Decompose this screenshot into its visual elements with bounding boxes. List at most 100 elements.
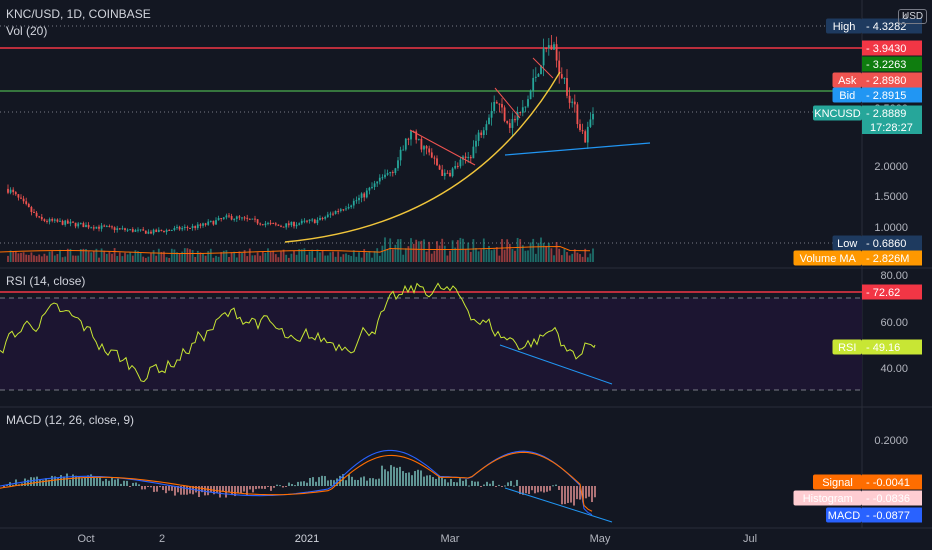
volume-bar (456, 240, 459, 262)
macd-histogram-bar (258, 486, 260, 489)
macd-histogram-bar (294, 485, 296, 487)
candle-body (350, 205, 353, 207)
volume-bar (451, 240, 454, 262)
volume-bar (204, 255, 207, 262)
volume-bar (511, 249, 514, 262)
volume-bar (524, 250, 527, 262)
volume-bar (339, 256, 342, 262)
macd-histogram-bar (408, 472, 410, 486)
macd-histogram-bar (546, 486, 548, 492)
candle-body (514, 119, 516, 121)
macd-histogram-bar (576, 486, 578, 500)
candle-body (352, 200, 355, 206)
macd-histogram-bar (399, 466, 401, 486)
macd-histogram-bar (39, 479, 41, 486)
candle-body (300, 220, 303, 224)
countdown-timer: 17:28:27 (870, 122, 913, 134)
volume-bar (371, 257, 373, 262)
volume-bar (545, 245, 548, 262)
candle-body (157, 229, 160, 232)
candle-body (579, 124, 581, 131)
volume-bar (254, 255, 256, 262)
macd-histogram-bar (447, 482, 449, 486)
volume-bar (126, 254, 129, 262)
macd-histogram-bar (591, 486, 593, 503)
macd-histogram-bar (441, 476, 443, 486)
currency-badge[interactable]: USD (898, 9, 928, 24)
candle-body (168, 229, 171, 231)
volume-bar (207, 251, 210, 262)
volume-bar (293, 250, 295, 262)
macd-histogram-bar (492, 480, 494, 486)
candle-body (183, 226, 186, 229)
candle-body (35, 212, 38, 217)
volume-bar (27, 255, 30, 262)
volume-bar (87, 251, 90, 262)
candle-body (386, 173, 389, 175)
macd-histogram-bar (303, 481, 305, 486)
candle-body (165, 229, 168, 232)
volume-bar (111, 253, 113, 262)
rsi-indicator-label: RSI (14, close) (6, 274, 86, 288)
macd-histogram-bar (108, 480, 110, 486)
volume-bar (462, 238, 464, 262)
candle-body (69, 221, 72, 224)
volume-bar (79, 249, 82, 262)
candle-body (397, 160, 399, 169)
volume-bar (581, 256, 584, 262)
candle-body (204, 223, 207, 225)
price-label-tag-bg (813, 105, 862, 121)
price-label-value-bg (862, 72, 922, 88)
macd-histogram-bar (255, 486, 257, 490)
volume-bar (287, 257, 290, 262)
macd-histogram-bar (69, 479, 71, 486)
macd-histogram-bar (105, 478, 107, 486)
volume-bar (321, 250, 324, 262)
volume-ma-line (0, 246, 591, 254)
volume-bar (584, 248, 587, 262)
volume-bar (412, 243, 415, 262)
volume-bar (553, 255, 555, 262)
volume-bar (48, 251, 51, 262)
macd-histogram-bar (84, 477, 86, 486)
macd-histogram-bar (183, 486, 185, 495)
macd-histogram-bar (378, 478, 380, 486)
volume-bar (485, 249, 488, 262)
volume-indicator-label: Vol (20) (6, 24, 48, 38)
price-label-tag: Low (837, 238, 857, 250)
volume-bar (477, 251, 480, 262)
candle-body (553, 44, 555, 50)
macd-histogram-bar (543, 486, 545, 493)
candle-body (485, 124, 488, 131)
volume-bar (441, 238, 444, 262)
volume-bar (152, 250, 155, 262)
candle-body (547, 45, 550, 49)
volume-bar (105, 253, 108, 262)
candle-body (178, 226, 181, 230)
candle-body (589, 119, 592, 127)
macd-histogram-bar (12, 484, 14, 486)
rsi-level-label-value-bg (862, 284, 922, 300)
volume-bar (189, 249, 191, 262)
macd-histogram-bar (489, 483, 491, 486)
macd-histogram-bar (372, 478, 374, 486)
macd-histogram-bar (477, 481, 479, 486)
candle-body (33, 211, 35, 213)
volume-bar (113, 248, 116, 262)
volume-bar (352, 250, 355, 262)
macd-histogram-bar (426, 475, 428, 486)
volume-bar (358, 252, 360, 262)
volume-bar (521, 245, 524, 262)
macd-histogram-bar (486, 481, 488, 486)
macd-histogram-bar (102, 481, 104, 486)
volume-bar (108, 251, 111, 262)
macd-histogram-bar (471, 480, 473, 486)
candle-body (399, 149, 402, 161)
macd-histogram-bar (147, 486, 149, 487)
candle-body (256, 219, 259, 224)
volume-bar (131, 255, 134, 262)
macd-histogram-bar (270, 486, 272, 491)
macd-histogram-bar (312, 477, 314, 486)
candle-body (347, 206, 350, 209)
volume-bar (248, 248, 251, 262)
